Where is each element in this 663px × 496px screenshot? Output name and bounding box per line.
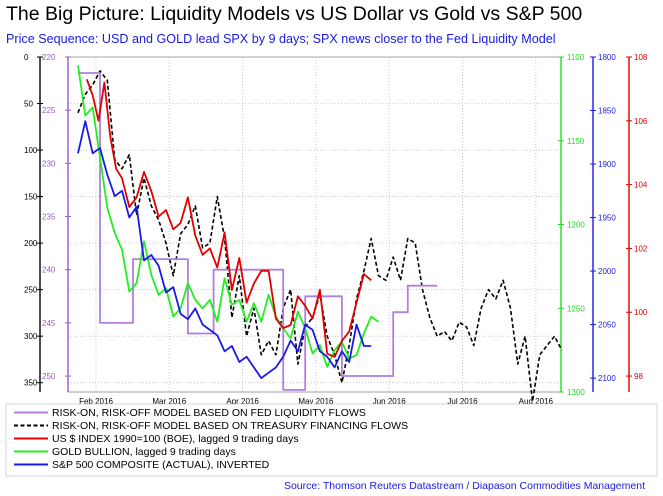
- plot-area: [67, 56, 562, 393]
- tick-label-left_outer: 0: [24, 53, 29, 62]
- tick-label-left_outer: 100: [24, 146, 38, 155]
- grid-lines: [68, 56, 561, 392]
- tick-label-right_spx: 1900: [598, 160, 616, 169]
- tick-label-right_gold: 1300: [567, 388, 585, 397]
- tick-label-right_gold: 1100: [567, 53, 585, 62]
- tick-label-right_usd: 104: [634, 181, 648, 190]
- tick-label-left_outer: 350: [24, 379, 38, 388]
- tick-label-left_inner: 225: [42, 106, 56, 115]
- legend-label: RISK-ON, RISK-OFF MODEL BASED ON FED LIQ…: [52, 407, 366, 419]
- legend-label: RISK-ON, RISK-OFF MODEL BASED ON TREASUR…: [52, 420, 408, 432]
- x-tick-label: Feb 2016: [79, 397, 113, 406]
- tick-label-left_outer: 150: [24, 193, 38, 202]
- x-tick-label: May 2016: [298, 397, 334, 406]
- series-treasury-flows: [77, 70, 563, 403]
- tick-label-right_spx: 2000: [598, 267, 616, 276]
- x-axis-labels: Feb 2016 Mar 2016 Apr 2016 May 2016 Jun 2016…: [79, 397, 553, 406]
- tick-label-right_spx: 1950: [598, 214, 616, 223]
- tick-label-right_gold: 1150: [567, 137, 585, 146]
- tick-label-right_gold: 1250: [567, 304, 585, 313]
- tick-label-left_inner: 235: [42, 213, 56, 222]
- series-usd-index: [85, 78, 372, 358]
- x-tick-label: Jul 2016: [447, 397, 478, 406]
- source-credit: Source: Thomson Reuters Datastream / Dia…: [283, 480, 645, 492]
- legend-box: [5, 403, 658, 477]
- tick-label-left_outer: 200: [24, 239, 38, 248]
- x-tick-label: Aug 2016: [519, 397, 554, 406]
- chart-title: The Big Picture: Liquidity Models vs US …: [6, 3, 583, 25]
- tick-label-right_spx: 1850: [598, 107, 616, 116]
- tick-label-left_inner: 245: [42, 319, 56, 328]
- tick-label-left_outer: 300: [24, 332, 38, 341]
- tick-label-left_inner: 220: [42, 53, 56, 62]
- tick-label-left_outer: 250: [24, 286, 38, 295]
- series-gold: [77, 65, 380, 368]
- series-spx: [77, 120, 372, 380]
- x-tick-label: Apr 2016: [226, 397, 259, 406]
- tick-label-right_spx: 1800: [598, 53, 616, 62]
- tick-label-right_usd: 98: [634, 372, 643, 381]
- x-tick-label: Jun 2016: [373, 397, 406, 406]
- axes: 0 50 100 150 200 250 300 350 220 225 230 235 240 245 2…: [24, 53, 648, 397]
- series-fed-liquidity: [78, 72, 438, 391]
- tick-label-left_inner: 240: [42, 266, 56, 275]
- series-lines: [77, 65, 563, 403]
- tick-label-right_usd: 108: [634, 53, 648, 62]
- legend-label: GOLD BULLION, lagged 9 trading days: [52, 446, 236, 458]
- chart-subtitle: Price Sequence: USD and GOLD lead SPX by…: [6, 32, 556, 46]
- x-tick-label: Mar 2016: [152, 397, 186, 406]
- legend-label: US $ INDEX 1990=100 (BOE), lagged 9 trad…: [52, 433, 299, 445]
- tick-label-left_inner: 230: [42, 159, 56, 168]
- tick-label-right_gold: 1200: [567, 221, 585, 230]
- tick-label-right_usd: 106: [634, 117, 648, 126]
- tick-label-right_spx: 2050: [598, 321, 616, 330]
- legend: RISK-ON, RISK-OFF MODEL BASED ON FED LIQ…: [14, 407, 408, 471]
- tick-label-right_usd: 100: [634, 308, 648, 317]
- tick-label-right_usd: 102: [634, 244, 648, 253]
- tick-label-right_spx: 2100: [598, 374, 616, 383]
- tick-label-left_outer: 50: [24, 100, 33, 109]
- legend-label: S&P 500 COMPOSITE (ACTUAL), INVERTED: [52, 459, 270, 471]
- tick-label-left_inner: 250: [42, 372, 56, 381]
